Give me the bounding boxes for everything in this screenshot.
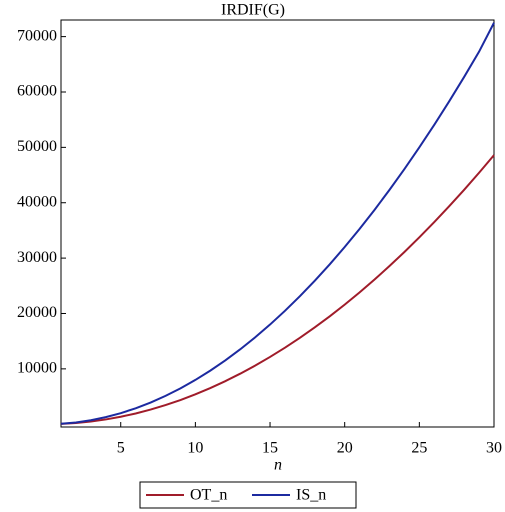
x-tick-label: 25	[411, 440, 427, 457]
y-tick-label: 50000	[17, 138, 57, 155]
series-line	[60, 22, 495, 425]
x-axis-label: n	[274, 457, 282, 474]
x-tick-label: 15	[262, 440, 278, 457]
y-tick-label: 10000	[17, 360, 57, 377]
x-tick-label: 20	[337, 440, 353, 457]
plot-frame	[60, 19, 495, 428]
y-tick-label: 40000	[17, 193, 57, 210]
x-tick-label: 30	[486, 440, 502, 457]
chart-title: IRDIF(G)	[221, 2, 285, 19]
x-tick-label: 10	[187, 440, 203, 457]
x-tick-label: 5	[117, 440, 125, 457]
y-tick-label: 60000	[17, 83, 57, 100]
y-tick-label: 70000	[17, 27, 57, 44]
series-line	[60, 154, 495, 425]
legend-label: OT_n	[190, 487, 227, 504]
y-tick-label: 30000	[17, 249, 57, 266]
legend: OT_n IS_n	[139, 481, 357, 509]
y-tick-label: 20000	[17, 304, 57, 321]
legend-label: IS_n	[296, 487, 326, 504]
